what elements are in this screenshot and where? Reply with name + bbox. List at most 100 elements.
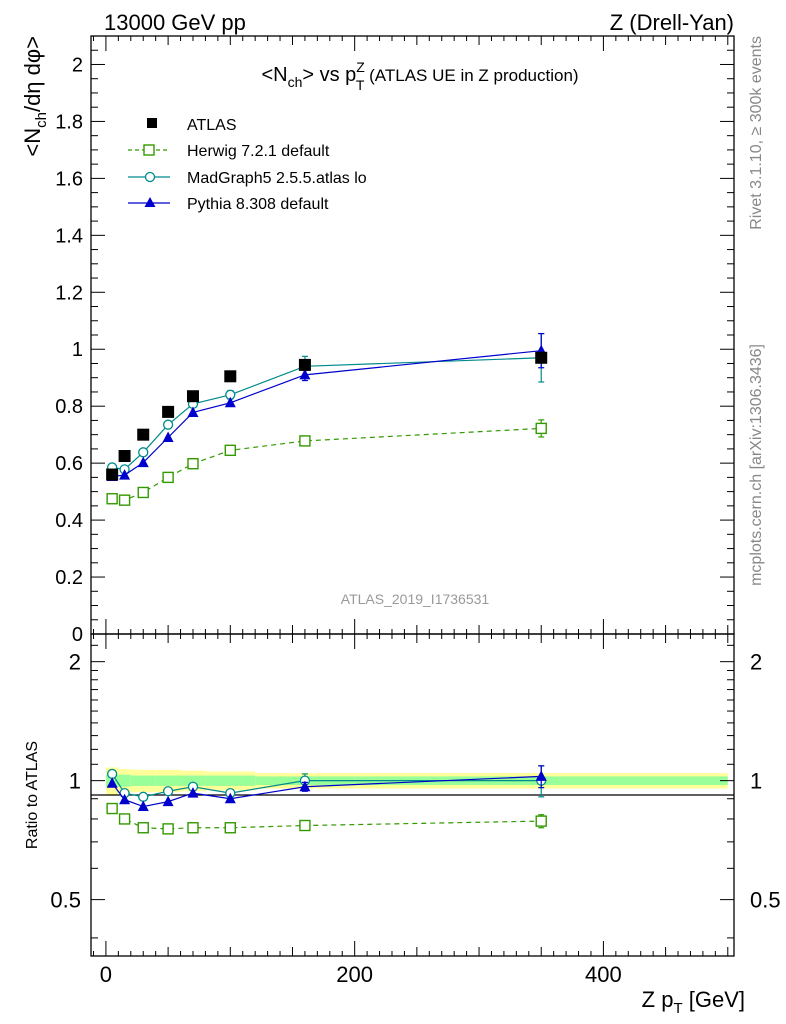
y-tick-label: 1.2	[55, 282, 83, 304]
ratio-band-inner	[155, 775, 181, 786]
y-axis-label: <Nch/dη dφ>	[20, 36, 50, 157]
main-axis-ticks: 0 0.2 0.4 0.6 0.8 1 1.2 1.4 1.6 1.8 2	[55, 36, 734, 646]
y-tick-label: 1.8	[55, 111, 83, 133]
legend-marker-madgraph	[144, 171, 156, 183]
ratio-pythia-point	[224, 792, 236, 804]
pythia-point	[187, 406, 199, 417]
ratio-herwig-point	[137, 822, 149, 834]
ratio-herwig-point	[535, 815, 547, 827]
x-tick-label: 0	[100, 962, 112, 987]
ratio-madgraph5-point	[138, 791, 149, 802]
ratio-band-inner	[205, 775, 256, 786]
main-panel: <Nch> vs pZ T (ATLAS UE in Z production) …	[20, 35, 735, 646]
header-process: Z (Drell-Yan)	[610, 10, 734, 35]
herwig-point	[118, 494, 131, 506]
ratio-pythia-point	[106, 777, 118, 788]
ratio-pythia-point	[119, 793, 131, 805]
legend-entry-atlas: ATLAS	[147, 117, 237, 134]
atlas-point	[162, 405, 175, 418]
ratio-band-inner	[180, 775, 206, 786]
atlas-point	[224, 370, 237, 383]
herwig-point	[299, 435, 311, 447]
y-tick-label: 1.4	[55, 225, 83, 247]
ratio-line-herwig	[111, 808, 542, 830]
legend-label-herwig: Herwig 7.2.1 default	[187, 143, 330, 160]
ratio-frame	[90, 633, 735, 957]
ratio-series-layer	[106, 765, 547, 835]
madgraph5-point	[162, 419, 174, 430]
ratio-herwig-point	[162, 823, 174, 835]
legend-marker-atlas	[147, 118, 157, 128]
x-tick-label: 400	[585, 962, 622, 987]
legend-label-pythia: Pythia 8.308 default	[187, 196, 329, 213]
herwig-point	[224, 444, 236, 457]
ratio-pythia-point	[187, 787, 199, 798]
ratio-axis-ticks: 0.5 0.5 1 1 2 2 0 200 400	[50, 634, 781, 987]
ratio-pythia-point	[137, 800, 149, 812]
legend-label-madgraph: MadGraph5 2.5.5.atlas lo	[187, 170, 367, 187]
mcplots-label: mcplots.cern.ch [arXiv:1306.3436]	[748, 344, 765, 586]
ratio-herwig-point	[299, 819, 311, 832]
ratio-band-inner	[118, 774, 131, 787]
y-tick-label: 1.6	[55, 168, 83, 190]
ratio-herwig-point	[224, 822, 236, 834]
pythia-point	[224, 396, 236, 408]
ratio-tick-label-right: 0.5	[750, 888, 781, 913]
ratio-herwig-point	[118, 813, 131, 825]
x-tick-label: 200	[336, 962, 373, 987]
ratio-band-inner	[130, 775, 156, 786]
pythia-point	[137, 456, 149, 468]
series-line-madgraph5	[112, 357, 542, 471]
y-tick-label: 0.4	[55, 510, 83, 532]
legend: ATLAS Herwig 7.2.1 default MadGraph5 2.5…	[128, 117, 367, 213]
ratio-tick-label-right: 1	[750, 769, 762, 794]
ratio-panel: Ratio to ATLAS 0.5 0.5 1 1 2 2 0 200 400 Z pT [G…	[24, 633, 781, 1017]
y-tick-label: 0	[72, 624, 83, 646]
atlas-point	[298, 358, 311, 371]
ratio-tick-label: 2	[69, 650, 81, 675]
series-line-pythia	[112, 350, 542, 478]
y-tick-label: 0.6	[55, 453, 83, 475]
x-axis-label: Z pT [GeV]	[642, 987, 745, 1017]
y-tick-label: 1	[72, 339, 83, 361]
legend-entry-madgraph: MadGraph5 2.5.5.atlas lo	[128, 170, 367, 187]
ratio-herwig-point	[106, 802, 118, 815]
legend-marker-pythia	[144, 197, 156, 207]
ratio-madgraph5-point	[106, 768, 118, 780]
chart-title: <Nch> vs pZ T (ATLAS UE in Z production)	[261, 59, 578, 93]
atlas-point	[106, 468, 119, 481]
main-series-layer	[106, 332, 548, 506]
legend-marker-herwig	[143, 144, 155, 156]
ratio-tick-label: 1	[69, 769, 81, 794]
series-line-herwig	[112, 427, 542, 501]
ratio-herwig-point	[187, 822, 199, 834]
legend-entry-herwig: Herwig 7.2.1 default	[128, 143, 330, 160]
atlas-point	[535, 351, 548, 364]
y-tick-label: 0.2	[55, 567, 83, 589]
herwig-point	[137, 486, 149, 499]
legend-entry-pythia: Pythia 8.308 default	[128, 196, 329, 213]
y-tick-label: 2	[72, 54, 83, 76]
analysis-watermark: ATLAS_2019_I1736531	[341, 591, 490, 607]
ratio-pythia-point	[299, 780, 311, 792]
ratio-pythia-point	[162, 795, 174, 807]
madgraph5-point	[138, 447, 149, 458]
header-energy: 13000 GeV pp	[104, 10, 246, 35]
herwig-point	[187, 458, 199, 470]
ratio-tick-label: 0.5	[50, 888, 81, 913]
atlas-point	[186, 390, 199, 403]
pythia-point	[119, 469, 131, 480]
ratio-axis-label: Ratio to ATLAS	[24, 741, 41, 849]
atlas-point	[137, 428, 150, 441]
ratio-pythia-point	[535, 770, 547, 781]
pythia-point	[162, 431, 174, 443]
herwig-point	[106, 493, 118, 505]
y-tick-label: 0.8	[55, 396, 83, 418]
atlas-point	[118, 450, 131, 463]
legend-label-atlas: ATLAS	[187, 117, 237, 134]
herwig-point	[162, 471, 174, 484]
rivet-label: Rivet 3.1.10, ≥ 300k events	[748, 36, 765, 230]
herwig-point	[535, 422, 547, 435]
ratio-madgraph5-point	[162, 786, 174, 797]
